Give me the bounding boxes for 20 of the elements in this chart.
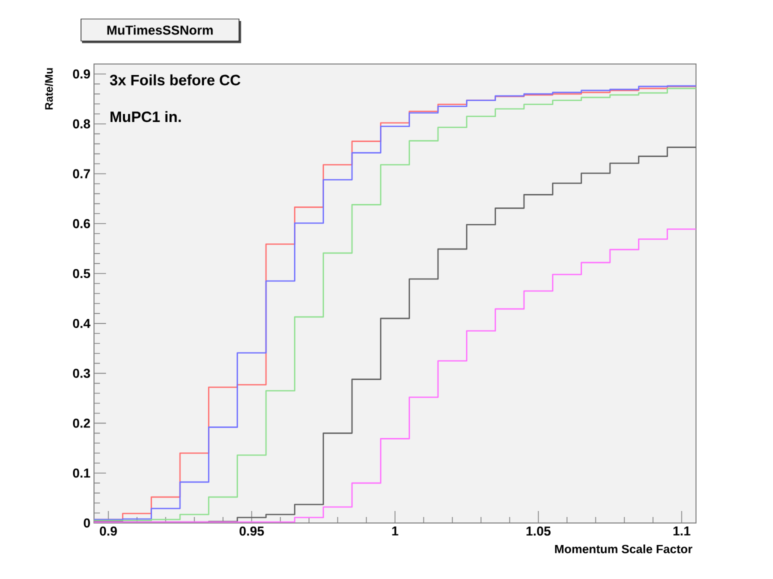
y-tick-label: 0.4 [73,318,90,328]
y-tick-label: 0 [84,518,90,528]
y-tick-label: 0.6 [73,219,90,228]
y-tick-label: 0.2 [73,418,90,428]
y-axis-title: Rate/Mu [44,68,53,110]
x-tick-label: 0.9 [100,526,117,536]
y-tick-label: 0.1 [73,468,90,478]
chart-title: MuTimesSSNorm [107,25,213,35]
x-axis-title: Momentum Scale Factor [555,544,692,554]
x-tick-label: 0.95 [240,526,264,536]
x-tick-label: 1.05 [526,526,551,536]
x-tick-label: 1 [392,526,398,536]
y-tick-label: 0.9 [73,69,90,79]
y-tick-label: 0.5 [73,268,90,278]
annotation: MuPC1 in. [110,111,181,122]
annotation: 3x Foils before CC [110,74,240,86]
y-tick-label: 0.8 [73,119,90,128]
y-tick-label: 0.3 [73,368,90,378]
y-tick-label: 0.7 [73,169,90,178]
x-tick-label: 1.1 [673,526,690,536]
